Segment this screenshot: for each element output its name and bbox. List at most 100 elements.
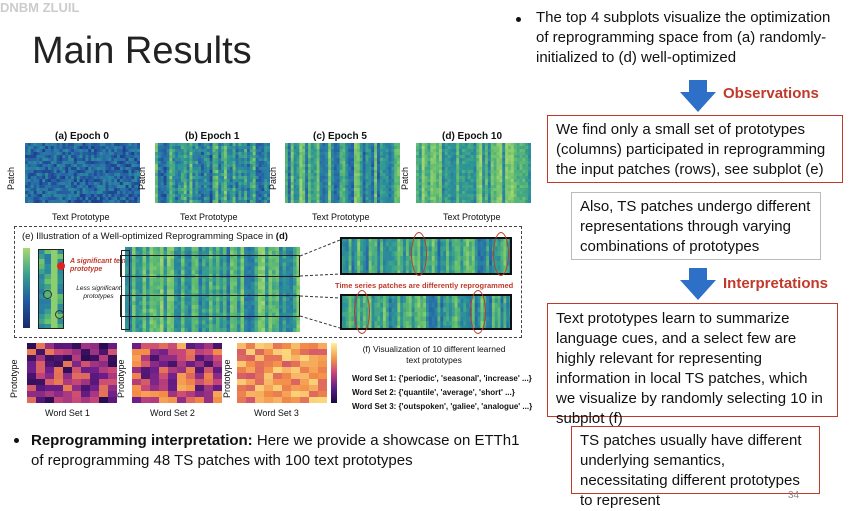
heatmap-e-center-cell bbox=[216, 281, 220, 287]
heatmap-epoch-5-cell bbox=[394, 170, 398, 174]
heatmap-epoch-10-cell bbox=[508, 191, 512, 195]
heatmap-e-center-cell bbox=[289, 289, 294, 294]
heatmap-epoch-10-cell bbox=[479, 200, 483, 203]
heatmap-zoom-top-cell bbox=[437, 260, 441, 266]
heatmap-epoch-0-cell bbox=[39, 179, 43, 183]
heatmap-epoch-1-cell bbox=[215, 143, 219, 147]
heatmap-epoch-10-cell bbox=[416, 149, 420, 153]
heatmap-epoch-5-cell bbox=[391, 179, 395, 183]
heatmap-epoch-10-cell bbox=[513, 170, 518, 174]
heatmap-epoch-10-cell bbox=[522, 200, 526, 203]
heatmap-epoch-5-cell bbox=[331, 158, 335, 162]
heatmap-zoom-top-cell bbox=[471, 241, 476, 247]
heatmap-epoch-1-cell bbox=[166, 170, 170, 174]
heatmap-epoch-0-cell bbox=[102, 176, 106, 180]
heatmap-epoch-0-cell bbox=[36, 185, 40, 189]
heatmap-e-center-cell bbox=[233, 316, 238, 321]
heatmap-epoch-1-cell bbox=[252, 197, 257, 201]
heatmap-epoch-10-cell bbox=[447, 179, 451, 183]
heatmap-epoch-1-cell bbox=[235, 158, 239, 162]
heatmap-e-center-cell bbox=[240, 277, 245, 283]
heatmap-epoch-0-cell bbox=[79, 161, 83, 165]
heatmap-epoch-1-cell bbox=[163, 164, 167, 168]
heatmap-epoch-1-cell bbox=[255, 185, 259, 189]
heatmap-epoch-10-cell bbox=[467, 179, 472, 183]
heatmap-epoch-5-cell bbox=[385, 167, 389, 171]
heatmap-e-center-cell bbox=[195, 324, 199, 329]
heatmap-e-center-cell bbox=[184, 247, 189, 252]
heatmap-e-center-cell bbox=[205, 324, 210, 329]
heatmap-e-center-cell bbox=[219, 281, 224, 287]
heatmap-e-center-cell bbox=[195, 258, 199, 263]
heatmap-epoch-1-cell bbox=[264, 194, 268, 198]
heatmap-e-center-cell bbox=[156, 262, 161, 267]
heatmap-e-center-cell bbox=[237, 297, 241, 302]
heatmap-epoch-1-cell bbox=[172, 152, 176, 156]
heatmap-e-center-cell bbox=[240, 324, 245, 329]
heatmap-epoch-1-cell bbox=[247, 152, 251, 156]
heatmap-epoch-5-cell bbox=[385, 155, 389, 159]
heatmap-epoch-0-cell bbox=[45, 197, 49, 201]
heatmap-epoch-1-cell bbox=[218, 146, 222, 150]
heatmap-zoom-top-cell bbox=[357, 251, 361, 257]
heatmap-e-center-cell bbox=[191, 281, 196, 287]
heatmap-zoom-bottom-cell bbox=[391, 298, 395, 304]
heatmap-epoch-1-cell bbox=[169, 152, 173, 156]
heatmap-epoch-1-cell bbox=[180, 143, 185, 147]
heatmap-e-center-cell bbox=[184, 277, 189, 283]
heatmap-e-center-cell bbox=[177, 266, 182, 271]
heatmap-zoom-bottom-cell bbox=[368, 298, 373, 304]
heatmap-e-center-cell bbox=[170, 262, 175, 267]
heatmap-e-center-cell bbox=[265, 270, 269, 275]
heatmap-epoch-1-cell bbox=[267, 182, 270, 186]
heatmap-e-center-cell bbox=[254, 262, 259, 267]
heatmap-epoch-0-cell bbox=[108, 170, 112, 174]
heatmap-zoom-top-cell bbox=[362, 251, 367, 257]
heatmap-epoch-5-cell bbox=[371, 191, 375, 195]
heatmap-epoch-10-cell bbox=[510, 170, 515, 174]
heatmap-e-center-cell bbox=[170, 285, 175, 290]
heatmap-epoch-10-cell bbox=[479, 182, 483, 186]
heatmap-e-center-cell bbox=[237, 270, 241, 275]
heatmap-e-center-cell bbox=[261, 289, 266, 294]
heatmap-epoch-0-cell bbox=[48, 149, 52, 153]
heatmap-e-center-cell bbox=[184, 324, 189, 329]
heatmap-epoch-1-cell bbox=[169, 155, 173, 159]
heatmap-epoch-10-cell bbox=[513, 173, 518, 177]
heatmap-epoch-0-cell bbox=[42, 194, 46, 198]
heatmap-epoch-0-cell bbox=[56, 161, 60, 165]
heatmap-epoch-10-cell bbox=[479, 191, 483, 195]
heatmap-epoch-5-cell bbox=[313, 200, 318, 203]
heatmap-e-center-cell bbox=[160, 289, 164, 294]
heatmap-epoch-1-cell bbox=[261, 158, 265, 162]
heatmap-epoch-1-cell bbox=[218, 191, 222, 195]
heatmap-epoch-0-cell bbox=[36, 164, 40, 168]
heatmap-e-center-cell bbox=[153, 258, 157, 263]
heatmap-e-center-cell bbox=[247, 312, 252, 318]
heatmap-epoch-1-cell bbox=[198, 188, 202, 192]
heatmap-e-center-cell bbox=[261, 254, 266, 260]
heatmap-e-center-cell bbox=[163, 266, 168, 271]
heatmap-epoch-0-cell bbox=[48, 152, 52, 156]
heatmap-epoch-0-cell bbox=[96, 185, 101, 189]
heatmap-epoch-1-cell bbox=[178, 179, 182, 183]
heatmap-e-center-cell bbox=[233, 254, 238, 260]
heatmap-epoch-5-cell bbox=[336, 191, 341, 195]
heatmap-e-center-cell bbox=[167, 277, 171, 283]
heatmap-epoch-1-cell bbox=[218, 185, 222, 189]
heatmap-epoch-10-cell bbox=[519, 179, 523, 183]
heatmap-e-center-cell bbox=[279, 328, 283, 332]
heatmap-epoch-5-cell bbox=[296, 152, 300, 156]
mini-heatmap-e-cell bbox=[38, 319, 45, 325]
heatmap-epoch-0-cell bbox=[50, 197, 55, 201]
heatmap-zoom-top-cell bbox=[345, 260, 350, 266]
heatmap-epoch-5-cell bbox=[351, 146, 355, 150]
heatmap-zoom-bottom-cell bbox=[466, 298, 470, 304]
heatmap-e-center-cell bbox=[268, 262, 273, 267]
heatmap-epoch-10-cell bbox=[470, 197, 474, 201]
heatmap-e-center-cell bbox=[132, 270, 136, 275]
heatmap-epoch-5-cell bbox=[339, 176, 343, 180]
heatmap-epoch-0-cell bbox=[85, 155, 89, 159]
heatmap-epoch-0-cell bbox=[117, 146, 121, 150]
heatmap-zoom-top-cell bbox=[474, 260, 479, 266]
